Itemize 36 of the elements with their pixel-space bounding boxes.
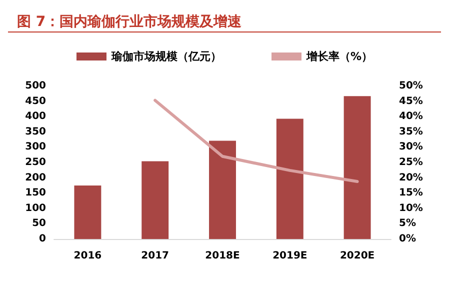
y2-tick-label: 45%: [399, 96, 423, 107]
y-tick-label: 200: [25, 172, 46, 184]
y-tick-label: 0: [39, 234, 46, 244]
legend-label: 增长率（%）: [305, 50, 373, 63]
x-tick-label: 2016: [74, 250, 102, 262]
x-tick-label: 2017: [141, 250, 170, 262]
chart-title: 图 7：国内瑜伽行业市场规模及增速: [17, 13, 243, 30]
y-tick-label: 50: [32, 218, 46, 230]
y-tick-label: 250: [25, 157, 46, 168]
y-tick-label: 100: [25, 202, 46, 214]
y2-tick-label: 40%: [399, 111, 423, 122]
y2-tick-label: 20%: [399, 172, 423, 184]
legend-label: 瑜伽市场规模（亿元）: [110, 50, 222, 63]
y2-tick-label: 50%: [399, 80, 423, 92]
y2-tick-label: 0%: [399, 234, 416, 244]
x-tick-label: 2020E: [340, 250, 375, 262]
y2-tick-label: 30%: [399, 142, 423, 153]
bar: [209, 140, 236, 239]
y-tick-label: 150: [25, 188, 46, 199]
y2-tick-label: 15%: [399, 188, 423, 199]
bar: [276, 118, 304, 239]
y2-tick-label: 35%: [399, 126, 423, 138]
y-tick-label: 500: [25, 80, 46, 92]
bar: [142, 161, 169, 239]
y-tick-label: 350: [25, 126, 46, 138]
bar: [74, 185, 102, 239]
x-tick-label: 2018E: [205, 250, 240, 262]
bar: [344, 96, 371, 239]
y2-tick-label: 25%: [399, 157, 423, 168]
x-tick-label: 2019E: [272, 250, 308, 262]
y-tick-label: 450: [25, 96, 46, 107]
y-tick-label: 300: [25, 142, 46, 153]
y-tick-label: 400: [25, 111, 46, 122]
line-series: [154, 98, 359, 183]
y2-tick-label: 5%: [399, 218, 416, 230]
y2-tick-label: 10%: [399, 202, 423, 214]
